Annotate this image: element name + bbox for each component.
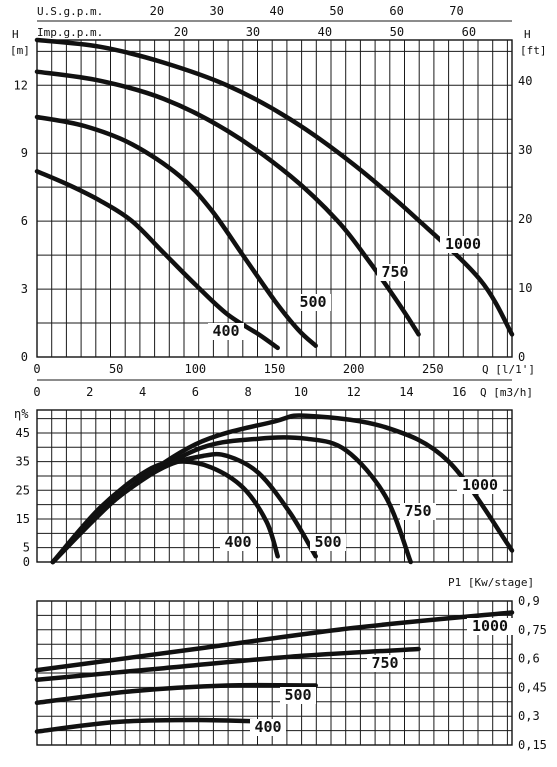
x-tick-usgpm: 50 (329, 4, 343, 18)
curve-label-efficiency-750: 750 (404, 502, 431, 520)
x-tick-lpm: 100 (184, 362, 206, 376)
x-tick-m3h: 10 (294, 385, 308, 399)
curve-power-500 (34, 682, 318, 706)
curve-label-bg (310, 534, 346, 551)
x-tick-impgpm: 60 (462, 25, 476, 39)
x-tick-impgpm: 40 (318, 25, 332, 39)
y-tick-head-ft: 0 (518, 350, 525, 364)
curve-label-efficiency-500: 500 (314, 533, 341, 551)
curve-label-power-1000: 1000 (472, 617, 508, 635)
y-tick-efficiency: 0 (23, 555, 30, 569)
y-tick-efficiency: 45 (16, 426, 30, 440)
x-tick-impgpm: 30 (246, 25, 260, 39)
x-tick-m3h: 16 (452, 385, 466, 399)
y-label-power: P1 [Kw/stage] (448, 576, 534, 589)
x-tick-lpm: 0 (33, 362, 40, 376)
y-tick-power: 0,6 (518, 652, 540, 666)
curve-label-bg (400, 503, 436, 520)
curve-head-1000 (34, 37, 515, 337)
y-label-head-ft: H (524, 28, 531, 41)
y-tick-efficiency: 15 (16, 512, 30, 526)
x-tick-m3h: 2 (86, 385, 93, 399)
curve-label-bg (457, 477, 503, 494)
curve-label-efficiency-400: 400 (224, 533, 251, 551)
curve-head-400 (34, 169, 280, 351)
curve-label-bg (280, 687, 316, 704)
curve-label-bg (208, 323, 244, 340)
x-tick-m3h: 0 (33, 385, 40, 399)
curve-power-750 (34, 646, 421, 682)
curve-label-bg (250, 719, 286, 736)
curve-label-power-750: 750 (371, 654, 398, 672)
y-tick-head-ft: 20 (518, 212, 532, 226)
curve-label-bg (295, 294, 331, 311)
x-tick-m3h: 8 (244, 385, 251, 399)
x-tick-usgpm: 60 (389, 4, 403, 18)
y-tick-head-m: 3 (21, 282, 28, 296)
y-tick-head-m: 12 (14, 78, 28, 92)
curve-head-750 (34, 69, 421, 337)
y-tick-efficiency: 25 (16, 483, 30, 497)
curve-label-head-750: 750 (381, 263, 408, 281)
curve-power-400 (34, 717, 280, 734)
x-tick-lpm: 50 (109, 362, 123, 376)
plot-frame-head (36, 39, 513, 358)
y-tick-head-ft: 10 (518, 281, 532, 295)
y-label-head-m: H (12, 28, 19, 41)
y-tick-power: 0,15 (518, 738, 547, 752)
x-tick-m3h: 14 (399, 385, 413, 399)
curve-efficiency-400 (50, 459, 280, 565)
x-axis-usgpm-label: U.S.g.p.m. (37, 5, 103, 18)
plot-frame-efficiency (36, 409, 513, 563)
curve-label-head-1000: 1000 (445, 235, 481, 253)
curve-label-head-400: 400 (212, 322, 239, 340)
y-tick-power: 0,9 (518, 594, 540, 608)
x-axis-lpm-label: Q [l/1'] (482, 363, 535, 376)
x-tick-lpm: 250 (422, 362, 444, 376)
curve-head-500 (34, 114, 318, 348)
y-tick-power: 0,3 (518, 709, 540, 723)
curve-label-efficiency-1000: 1000 (462, 476, 498, 494)
x-tick-m3h: 6 (192, 385, 199, 399)
x-tick-usgpm: 20 (150, 4, 164, 18)
x-tick-lpm: 200 (343, 362, 365, 376)
curve-label-power-400: 400 (254, 718, 281, 736)
y-tick-efficiency: 5 (23, 541, 30, 555)
x-axis-impgpm-label: Imp.g.p.m. (37, 26, 103, 39)
y-tick-power: 0,75 (518, 623, 547, 637)
curve-label-bg (467, 618, 513, 635)
x-tick-impgpm: 50 (390, 25, 404, 39)
curve-power-1000 (34, 610, 515, 673)
y-label-efficiency: η% (14, 407, 29, 421)
x-tick-m3h: 12 (346, 385, 360, 399)
x-axis-m3h-label: Q [m3/h] (480, 386, 533, 399)
curve-efficiency-1000 (50, 413, 515, 565)
curve-label-bg (220, 534, 256, 551)
y-tick-power: 0,45 (518, 680, 547, 694)
curve-label-head-500: 500 (299, 293, 326, 311)
chart-curves (34, 37, 515, 734)
y-tick-head-ft: 30 (518, 143, 532, 157)
x-tick-impgpm: 20 (174, 25, 188, 39)
x-tick-usgpm: 40 (269, 4, 283, 18)
y-tick-head-ft: 40 (518, 74, 532, 88)
curve-label-bg (440, 236, 486, 253)
y-unit-head-m: [m] (10, 44, 30, 57)
x-tick-usgpm: 70 (449, 4, 463, 18)
x-tick-usgpm: 30 (210, 4, 224, 18)
curve-label-bg (377, 264, 413, 281)
y-unit-head-ft: [ft] (520, 44, 547, 57)
y-tick-head-m: 6 (21, 214, 28, 228)
x-tick-m3h: 4 (139, 385, 146, 399)
curve-label-bg (367, 655, 403, 672)
x-tick-lpm: 150 (264, 362, 286, 376)
y-tick-efficiency: 35 (16, 455, 30, 469)
y-tick-head-m: 9 (21, 146, 28, 160)
y-tick-head-m: 0 (21, 350, 28, 364)
curve-label-power-500: 500 (284, 686, 311, 704)
